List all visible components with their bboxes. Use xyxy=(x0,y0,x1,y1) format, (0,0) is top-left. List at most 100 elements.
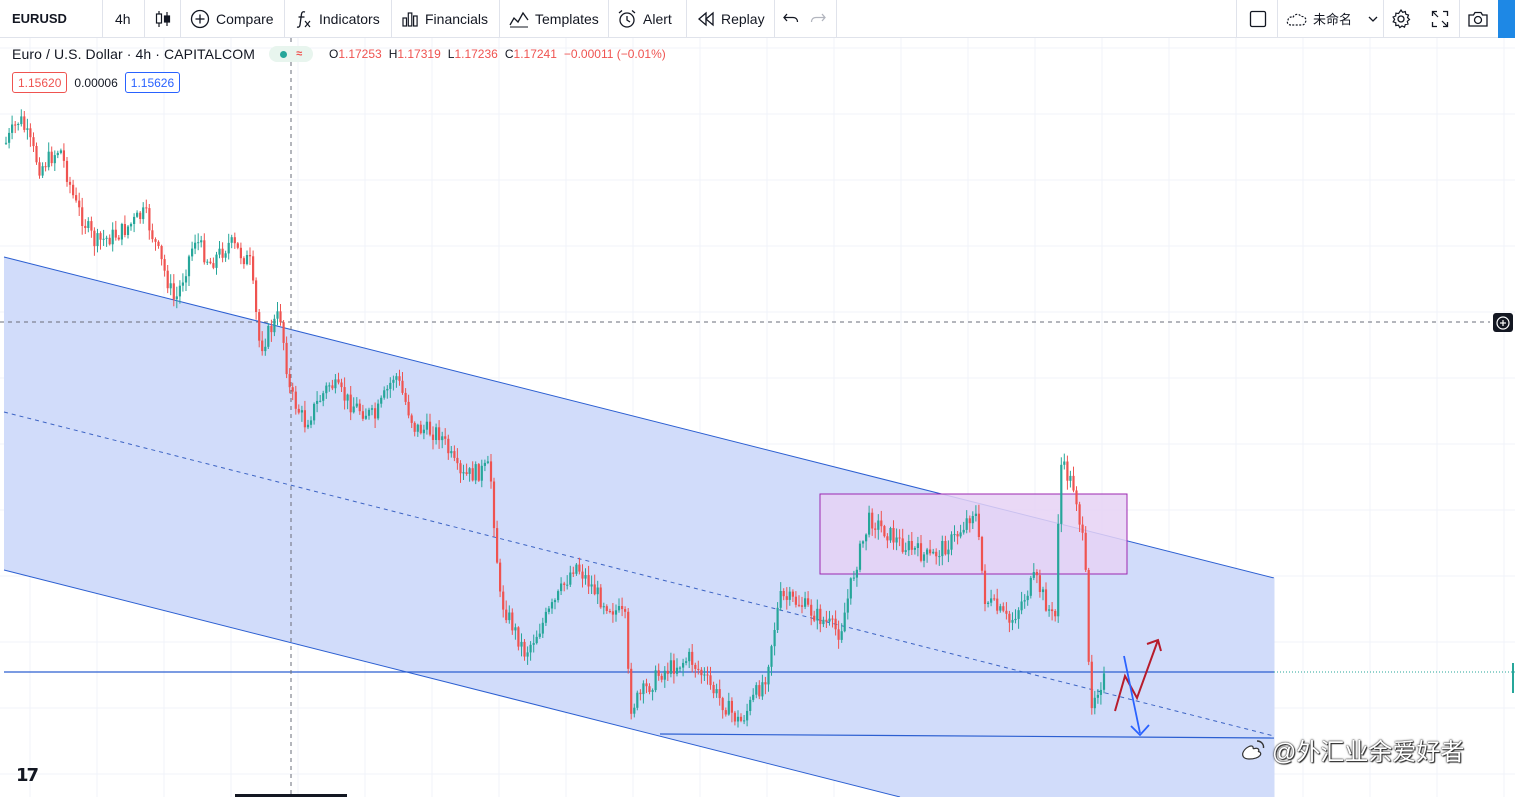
chart-type-button[interactable] xyxy=(154,0,172,37)
save-layout-button[interactable]: 未命名 xyxy=(1285,0,1380,37)
candle-body xyxy=(78,200,81,208)
candle-body xyxy=(224,253,227,258)
candle-body xyxy=(96,233,99,247)
candle-body xyxy=(279,311,282,323)
alert-label: Alert xyxy=(643,10,672,27)
candle-body xyxy=(874,528,877,530)
candle-body xyxy=(868,512,871,535)
candle-body xyxy=(727,700,730,715)
candle-body xyxy=(166,270,169,289)
candle-body xyxy=(499,562,502,592)
candle-body xyxy=(441,436,444,441)
candle-body xyxy=(1081,524,1084,533)
candle-body xyxy=(901,538,904,552)
candle-body xyxy=(956,534,959,537)
bar-chart-icon xyxy=(402,11,418,27)
candle-body xyxy=(703,674,706,676)
candle-body xyxy=(200,240,203,243)
replay-button[interactable]: Replay xyxy=(697,0,765,37)
candle-body xyxy=(438,427,441,441)
candle-body xyxy=(264,346,267,352)
candle-body xyxy=(50,151,53,164)
candle-body xyxy=(1020,601,1023,611)
undo-button[interactable] xyxy=(782,0,800,37)
candle-body xyxy=(154,239,157,242)
candle-body xyxy=(1017,610,1020,619)
candle-body xyxy=(126,226,130,235)
candle-body xyxy=(142,207,145,220)
candle-body xyxy=(294,391,297,409)
candle-body xyxy=(346,394,349,401)
candle-body xyxy=(642,683,645,695)
candle-body xyxy=(553,600,557,603)
candle-body xyxy=(959,532,962,537)
candle-body xyxy=(337,379,340,383)
candle-body xyxy=(608,611,611,612)
candle-body xyxy=(669,660,672,674)
candle-body xyxy=(575,564,578,574)
candle-body xyxy=(813,615,816,621)
candle-body xyxy=(486,461,489,463)
candle-body xyxy=(895,537,898,543)
snapshot-button[interactable] xyxy=(1467,0,1489,37)
candle-body xyxy=(880,520,883,527)
cloud-icon xyxy=(1286,13,1307,26)
side-panel-edge xyxy=(1498,0,1515,38)
candle-body xyxy=(514,627,517,631)
candle-body xyxy=(175,296,178,300)
candle-body xyxy=(910,541,913,550)
market-status-pill[interactable]: ≈ xyxy=(268,46,313,62)
candle-body xyxy=(114,229,117,238)
candle-body xyxy=(560,583,563,592)
candle-body xyxy=(550,602,554,609)
buy-price-button[interactable]: 1.15626 xyxy=(124,72,181,93)
settings-button[interactable] xyxy=(1390,0,1412,37)
candle-body xyxy=(871,512,874,529)
candle-body xyxy=(785,596,788,600)
add-price-level-button[interactable] xyxy=(1493,313,1513,332)
open-value: 1.17253 xyxy=(338,47,382,61)
interval-button[interactable]: 4h xyxy=(115,0,131,37)
candle-body xyxy=(306,424,310,428)
candle-body xyxy=(4,142,8,144)
candle-body xyxy=(682,662,685,668)
series-title[interactable]: Euro / U.S. Dollar · 4h · CAPITALCOM xyxy=(12,46,255,62)
candle-body xyxy=(133,216,136,224)
templates-button[interactable]: Templates xyxy=(509,0,599,37)
candle-body xyxy=(654,670,657,691)
compare-button[interactable]: Compare xyxy=(190,0,274,37)
fullscreen-button[interactable] xyxy=(1431,0,1449,37)
candle-body xyxy=(538,633,541,637)
candle-body xyxy=(1005,610,1008,614)
candle-body xyxy=(758,685,761,697)
candle-body xyxy=(404,392,407,402)
candle-body xyxy=(660,675,663,680)
chart-pane[interactable]: Euro / U.S. Dollar · 4h · CAPITALCOM ≈ O… xyxy=(0,38,1515,797)
candle-body xyxy=(450,451,453,454)
tradingview-logo[interactable]: 17 xyxy=(16,765,39,786)
alert-button[interactable]: Alert xyxy=(617,0,672,37)
financials-button[interactable]: Financials xyxy=(401,0,488,37)
candle-body xyxy=(761,682,764,697)
candle-body xyxy=(715,689,718,694)
layout-name-label: 未命名 xyxy=(1313,12,1353,27)
candle-body xyxy=(99,233,102,240)
candle-body xyxy=(1026,595,1029,601)
candle-body xyxy=(721,698,724,711)
indicators-button[interactable]: Indicators xyxy=(295,0,380,37)
redo-button[interactable] xyxy=(809,0,827,37)
candle-body xyxy=(794,596,797,605)
candle-body xyxy=(459,463,462,474)
candle-body xyxy=(32,137,35,147)
layout-select-button[interactable] xyxy=(1249,0,1267,37)
candle-body xyxy=(218,248,221,255)
candle-body xyxy=(44,166,47,168)
candle-body xyxy=(492,481,496,529)
candle-body xyxy=(974,513,977,516)
candle-body xyxy=(1087,570,1090,662)
candle-body xyxy=(380,397,383,404)
chart-canvas[interactable] xyxy=(0,38,1515,797)
symbol-search-button[interactable]: EURUSD xyxy=(12,0,67,37)
candle-body xyxy=(898,537,901,539)
sell-price-button[interactable]: 1.15620 xyxy=(12,72,68,93)
